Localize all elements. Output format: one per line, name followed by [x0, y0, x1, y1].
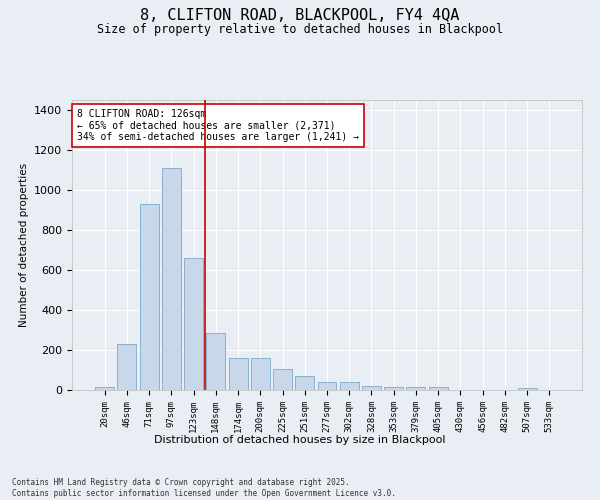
- Text: 8, CLIFTON ROAD, BLACKPOOL, FY4 4QA: 8, CLIFTON ROAD, BLACKPOOL, FY4 4QA: [140, 8, 460, 22]
- Bar: [295, 376, 314, 390]
- Bar: [362, 386, 381, 390]
- Bar: [384, 387, 403, 390]
- Bar: [206, 333, 225, 390]
- Bar: [229, 358, 248, 390]
- Bar: [162, 168, 181, 390]
- Bar: [95, 387, 114, 390]
- Bar: [140, 204, 158, 390]
- Bar: [118, 344, 136, 390]
- Bar: [518, 388, 536, 390]
- Bar: [273, 369, 292, 390]
- Bar: [340, 382, 359, 390]
- Bar: [251, 358, 270, 390]
- Text: 8 CLIFTON ROAD: 126sqm
← 65% of detached houses are smaller (2,371)
34% of semi-: 8 CLIFTON ROAD: 126sqm ← 65% of detached…: [77, 108, 359, 142]
- Text: Distribution of detached houses by size in Blackpool: Distribution of detached houses by size …: [154, 435, 446, 445]
- Bar: [406, 387, 425, 390]
- Bar: [429, 387, 448, 390]
- Bar: [317, 382, 337, 390]
- Text: Contains HM Land Registry data © Crown copyright and database right 2025.
Contai: Contains HM Land Registry data © Crown c…: [12, 478, 396, 498]
- Y-axis label: Number of detached properties: Number of detached properties: [19, 163, 29, 327]
- Text: Size of property relative to detached houses in Blackpool: Size of property relative to detached ho…: [97, 22, 503, 36]
- Bar: [184, 258, 203, 390]
